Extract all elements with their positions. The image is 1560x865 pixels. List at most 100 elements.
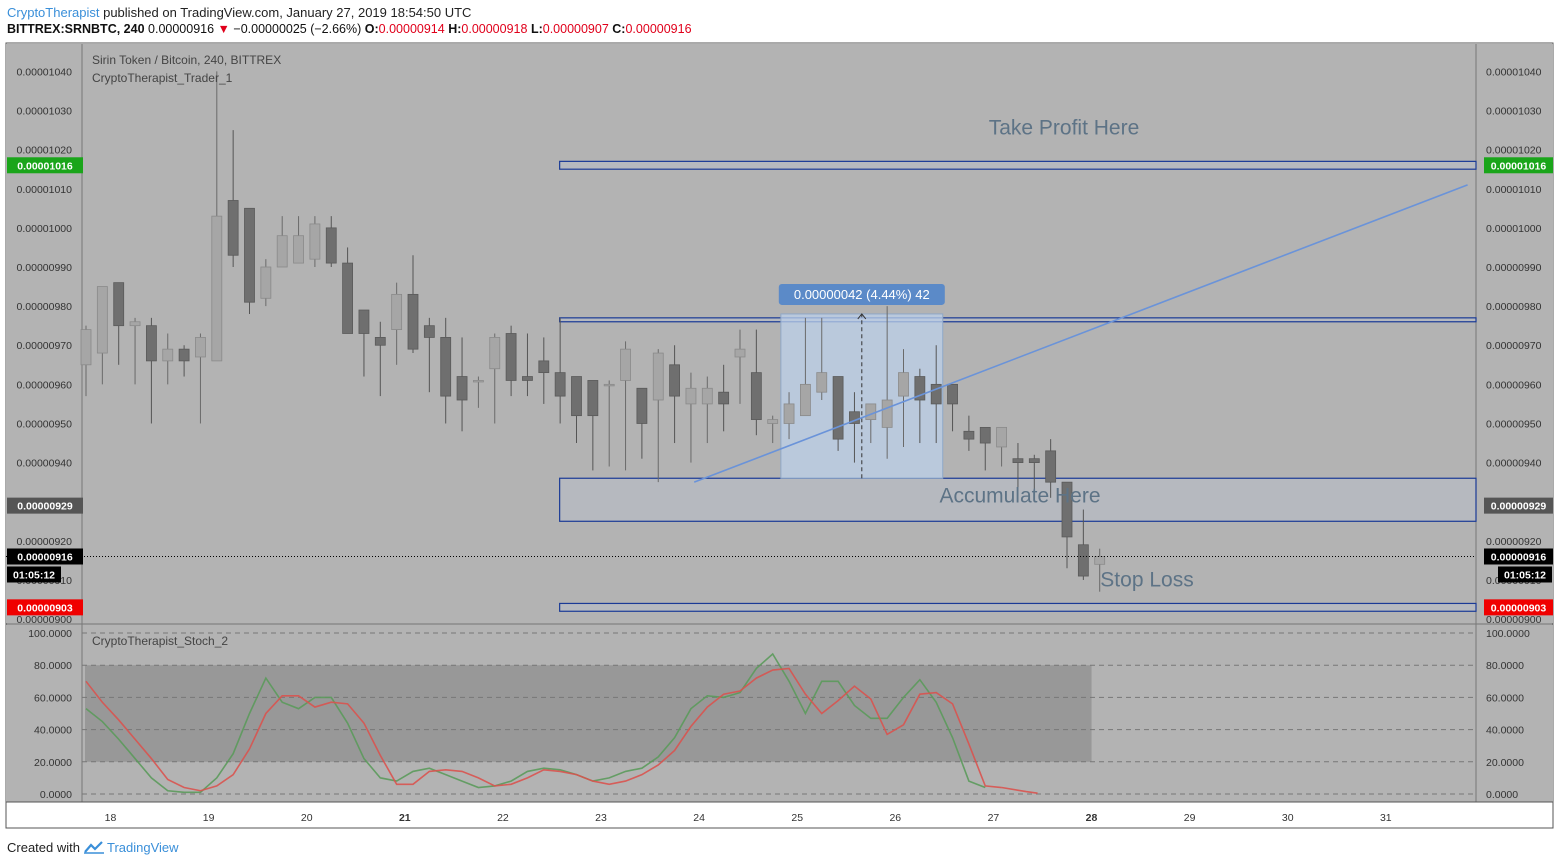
last-price-tag-left	[7, 548, 83, 565]
stoch-series-d2	[1001, 786, 1038, 794]
candle-body	[178, 348, 190, 362]
candle-body	[750, 372, 762, 420]
take-profit-tag-left	[7, 157, 83, 174]
candle-body	[423, 325, 435, 338]
stop-loss-tag-left-text: 0.00000903	[17, 602, 73, 614]
price-axis-left-label: 0.00000920	[17, 536, 73, 548]
time-axis-label: 31	[1380, 812, 1392, 824]
measure-label: 0.00000042 (4.44%) 42	[794, 287, 930, 302]
main-pane-bg	[6, 44, 1553, 623]
candle-body	[767, 419, 779, 424]
candle-body	[227, 200, 239, 256]
candle-body	[603, 383, 615, 387]
candle-body	[930, 383, 942, 405]
main-title: Sirin Token / Bitcoin, 240, BITTREX	[92, 53, 281, 67]
last-price-tag-right-text: 0.00000916	[1491, 551, 1547, 563]
candle-body	[620, 348, 631, 381]
last-price-tag-left-text: 0.00000916	[17, 551, 73, 563]
candle-body	[129, 321, 141, 327]
candle-body	[783, 403, 795, 424]
price-axis-left-label: 0.00001040	[17, 66, 73, 78]
price-axis-right-label: 0.00001030	[1486, 106, 1542, 118]
candle-body	[996, 426, 1007, 448]
tradingview-brand-link[interactable]: TradingView	[106, 840, 179, 855]
price-axis-right-label: 0.00001020	[1486, 145, 1542, 157]
price-axis-right-label: 0.00001040	[1486, 66, 1542, 78]
candle-body	[816, 372, 828, 393]
candle-body	[522, 376, 533, 381]
candle-body	[1077, 544, 1089, 577]
symbol-label: BITTREX:SRNBTC, 240	[7, 22, 145, 36]
candle-body	[472, 380, 484, 383]
price-axis-left-label: 0.00001010	[17, 184, 73, 196]
price-axis-left-label: 0.00000990	[17, 262, 73, 274]
price-axis-right-label: 0.00001010	[1486, 184, 1542, 196]
stop-loss-tag-right	[1484, 599, 1553, 616]
published-text: published on TradingView.com, January 27…	[99, 5, 472, 20]
candle-body	[1012, 458, 1024, 464]
footer: Created with TradingView	[7, 840, 179, 855]
author-link[interactable]: CryptoTherapist	[7, 5, 100, 20]
candle-body	[898, 372, 909, 397]
time-axis-label: 25	[791, 812, 803, 824]
time-axis-label: 18	[105, 812, 117, 824]
candle-body	[587, 380, 599, 417]
candle-body	[342, 262, 354, 334]
candle-body	[145, 325, 157, 362]
trend-line	[693, 184, 1468, 483]
created-with-text: Created with	[7, 840, 80, 855]
ohlc-legend: BITTREX:SRNBTC, 240 0.00000916 ▼ −0.0000…	[7, 22, 692, 36]
time-axis-label: 22	[497, 812, 509, 824]
candle-body	[963, 430, 975, 440]
price-axis-left-label: 0.00000970	[17, 340, 73, 352]
price-axis-left-label: 0.00001030	[17, 106, 73, 118]
candle-body	[309, 223, 321, 260]
time-axis-label: 29	[1184, 812, 1196, 824]
time-axis-label: 27	[988, 812, 1000, 824]
candle-body	[505, 333, 517, 381]
time-axis-label: 23	[595, 812, 607, 824]
stoch-axis-left-label: 60.0000	[34, 692, 72, 704]
close-value: 0.00000916	[625, 22, 692, 36]
candle-body	[1028, 458, 1040, 464]
candle-body	[195, 337, 206, 358]
candle-body	[162, 348, 174, 362]
stoch-axis-right-label: 60.0000	[1486, 692, 1524, 704]
measure-label-bg	[778, 283, 945, 305]
accumulate-tag-right	[1484, 497, 1553, 514]
stoch-band	[85, 665, 1092, 762]
countdown-right-bg	[1498, 566, 1552, 583]
stoch-series-k	[85, 652, 986, 794]
candle-body	[538, 360, 550, 374]
price-axis-right-label: 0.00000990	[1486, 262, 1542, 274]
candle-body	[881, 399, 893, 428]
zone-resistance	[559, 317, 1477, 323]
high-value: 0.00000918	[461, 22, 528, 36]
candle-body	[96, 286, 108, 354]
time-axis-label: 30	[1282, 812, 1294, 824]
countdown-right: 01:05:12	[1504, 569, 1546, 581]
stoch-axis-left-label: 20.0000	[34, 757, 72, 769]
countdown-left: 01:05:12	[13, 569, 55, 581]
price-axis-right-label: 0.00000960	[1486, 379, 1542, 391]
stoch-axis-right-label: 80.0000	[1486, 660, 1524, 672]
stop-loss-label: Stop Loss	[1100, 568, 1193, 591]
last-value: 0.00000916	[148, 22, 215, 36]
candle-body	[849, 411, 860, 424]
candle-body	[407, 293, 419, 350]
accumulate-tag-right-text: 0.00000929	[1491, 501, 1547, 513]
candle-body	[1045, 450, 1057, 483]
main-indicator-label: CryptoTherapist_Trader_1	[92, 71, 233, 85]
candle-body	[718, 391, 730, 405]
candle-body	[800, 383, 811, 417]
price-axis-left-label: 0.00000900	[17, 614, 73, 626]
candle-body	[636, 387, 648, 424]
open-value: 0.00000914	[378, 22, 445, 36]
accumulate-label: Accumulate Here	[939, 484, 1100, 507]
high-label: H:	[448, 22, 462, 36]
candle-body	[947, 383, 958, 405]
change-value: −0.00000025 (−2.66%)	[233, 22, 362, 36]
take-profit-tag-right	[1484, 157, 1553, 174]
tradingview-logo-icon	[83, 841, 104, 854]
